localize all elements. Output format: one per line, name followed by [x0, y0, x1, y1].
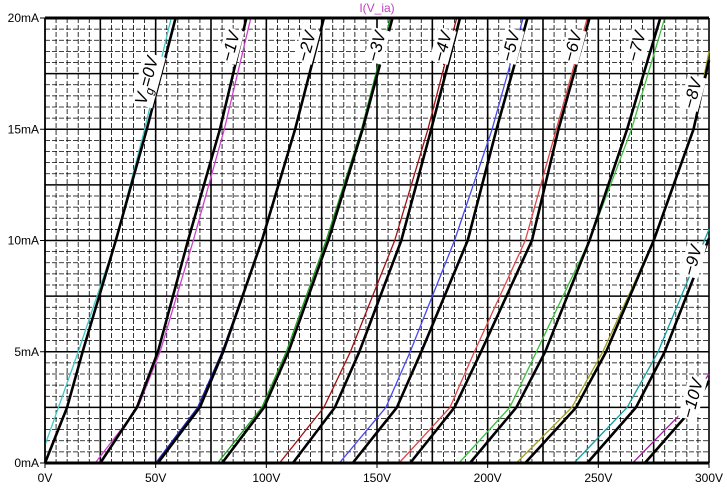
- graph-paper-grid: [44, 17, 710, 464]
- x-tick-label: 250V: [584, 471, 612, 485]
- axes: 0V 50V 100V 150V 200V 250V 300V 0mA 5mA 10mA 15mA 2…: [8, 11, 723, 485]
- datasheet-curve: [469, 17, 662, 464]
- datasheet-curve: [99, 17, 248, 464]
- chart-title: I(V_ia): [359, 1, 394, 15]
- curve-label: Vg=0V: [131, 53, 165, 107]
- x-tick-label: 150V: [363, 471, 391, 485]
- datasheet-curve: [586, 237, 711, 464]
- y-tick-label: 15mA: [8, 122, 39, 136]
- datasheet-curve: [409, 17, 591, 464]
- datasheet-curve: [43, 17, 177, 464]
- x-tick-label: 0V: [38, 471, 53, 485]
- y-tick-label: 20mA: [8, 11, 39, 25]
- y-tick-label: 5mA: [14, 345, 39, 359]
- x-tick-label: 100V: [252, 471, 280, 485]
- x-tick-label: 200V: [474, 471, 502, 485]
- datasheet-curves: [43, 17, 711, 464]
- y-tick-label: 0mA: [14, 456, 39, 470]
- datasheet-curve: [524, 60, 711, 464]
- datasheet-curve: [351, 17, 529, 464]
- datasheet-curve: [221, 17, 394, 464]
- y-tick-label: 10mA: [8, 234, 39, 248]
- curve-label: −10V: [678, 375, 707, 420]
- datasheet-curve: [291, 17, 462, 464]
- datasheet-curve: [156, 17, 326, 464]
- x-tick-label: 300V: [695, 471, 723, 485]
- x-tick-label: 50V: [145, 471, 166, 485]
